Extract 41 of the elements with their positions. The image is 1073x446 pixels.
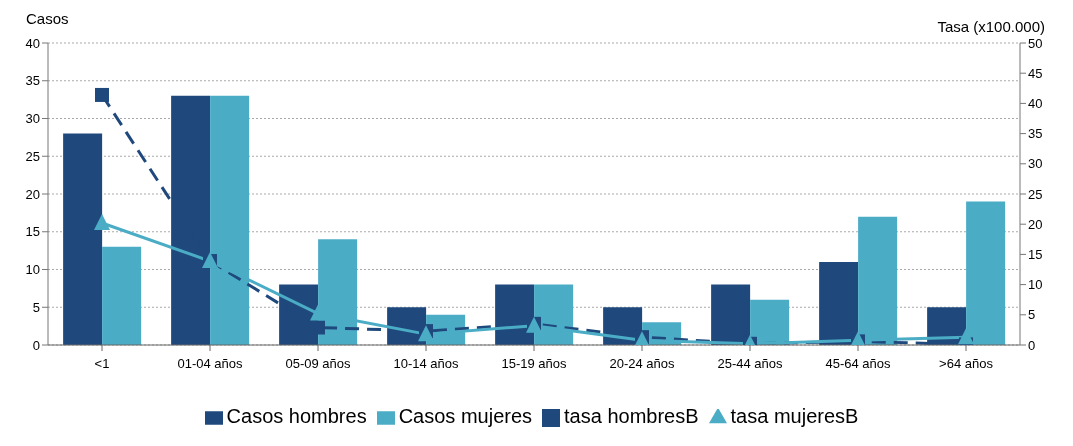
y2-tick-label: 50 bbox=[1028, 35, 1043, 51]
y2-axis-title: Tasa (x100.000) bbox=[937, 18, 1045, 35]
y2-tick-label: 40 bbox=[1028, 96, 1043, 112]
x-tick-label: 20-24 años bbox=[609, 356, 676, 372]
x-tick-label: >64 años bbox=[939, 356, 994, 372]
y-tick-label: 40 bbox=[25, 35, 40, 51]
x-tick-label: <1 bbox=[94, 356, 110, 372]
bar bbox=[63, 133, 103, 345]
x-tick-label: 10-14 años bbox=[393, 356, 460, 372]
y2-tick-label: 5 bbox=[1028, 307, 1036, 323]
legend-label: tasa hombresB bbox=[564, 405, 699, 427]
y-tick-label: 25 bbox=[25, 148, 40, 164]
x-tick-label: 05-09 años bbox=[285, 356, 352, 372]
y-tick-label: 5 bbox=[32, 299, 40, 315]
y2-tick-label: 25 bbox=[1028, 186, 1043, 202]
point bbox=[310, 304, 326, 321]
y-tick-label: 30 bbox=[25, 111, 40, 127]
y-tick-label: 15 bbox=[25, 224, 40, 240]
y-tick-label: 35 bbox=[25, 73, 40, 89]
y-tick-label: 10 bbox=[25, 262, 40, 278]
y2-tick-label: 30 bbox=[1028, 156, 1043, 172]
y-tick-label: 20 bbox=[25, 186, 40, 202]
point bbox=[95, 87, 109, 102]
y2-tick-label: 10 bbox=[1028, 277, 1043, 293]
legend-label: Casos mujeres bbox=[398, 405, 533, 427]
y2-tick-label: 0 bbox=[1028, 337, 1036, 353]
x-tick-label: 25-44 años bbox=[717, 356, 784, 372]
y2-tick-label: 45 bbox=[1028, 65, 1043, 81]
x-tick-label: 45-64 años bbox=[825, 356, 892, 372]
y-axis-title: Casos bbox=[26, 10, 69, 27]
bar bbox=[102, 246, 142, 345]
legend-label: tasa mujeresB bbox=[730, 405, 859, 427]
legend-label: Casos hombres bbox=[226, 405, 367, 427]
point bbox=[958, 328, 974, 345]
y2-tick-label: 15 bbox=[1028, 247, 1043, 263]
x-tick-label: 15-19 años bbox=[501, 356, 568, 372]
point bbox=[94, 213, 110, 230]
x-tick-label: 01-04 años bbox=[177, 356, 244, 372]
y-tick-label: 0 bbox=[32, 337, 40, 353]
y2-tick-label: 35 bbox=[1028, 126, 1043, 142]
y2-tick-label: 20 bbox=[1028, 216, 1043, 232]
